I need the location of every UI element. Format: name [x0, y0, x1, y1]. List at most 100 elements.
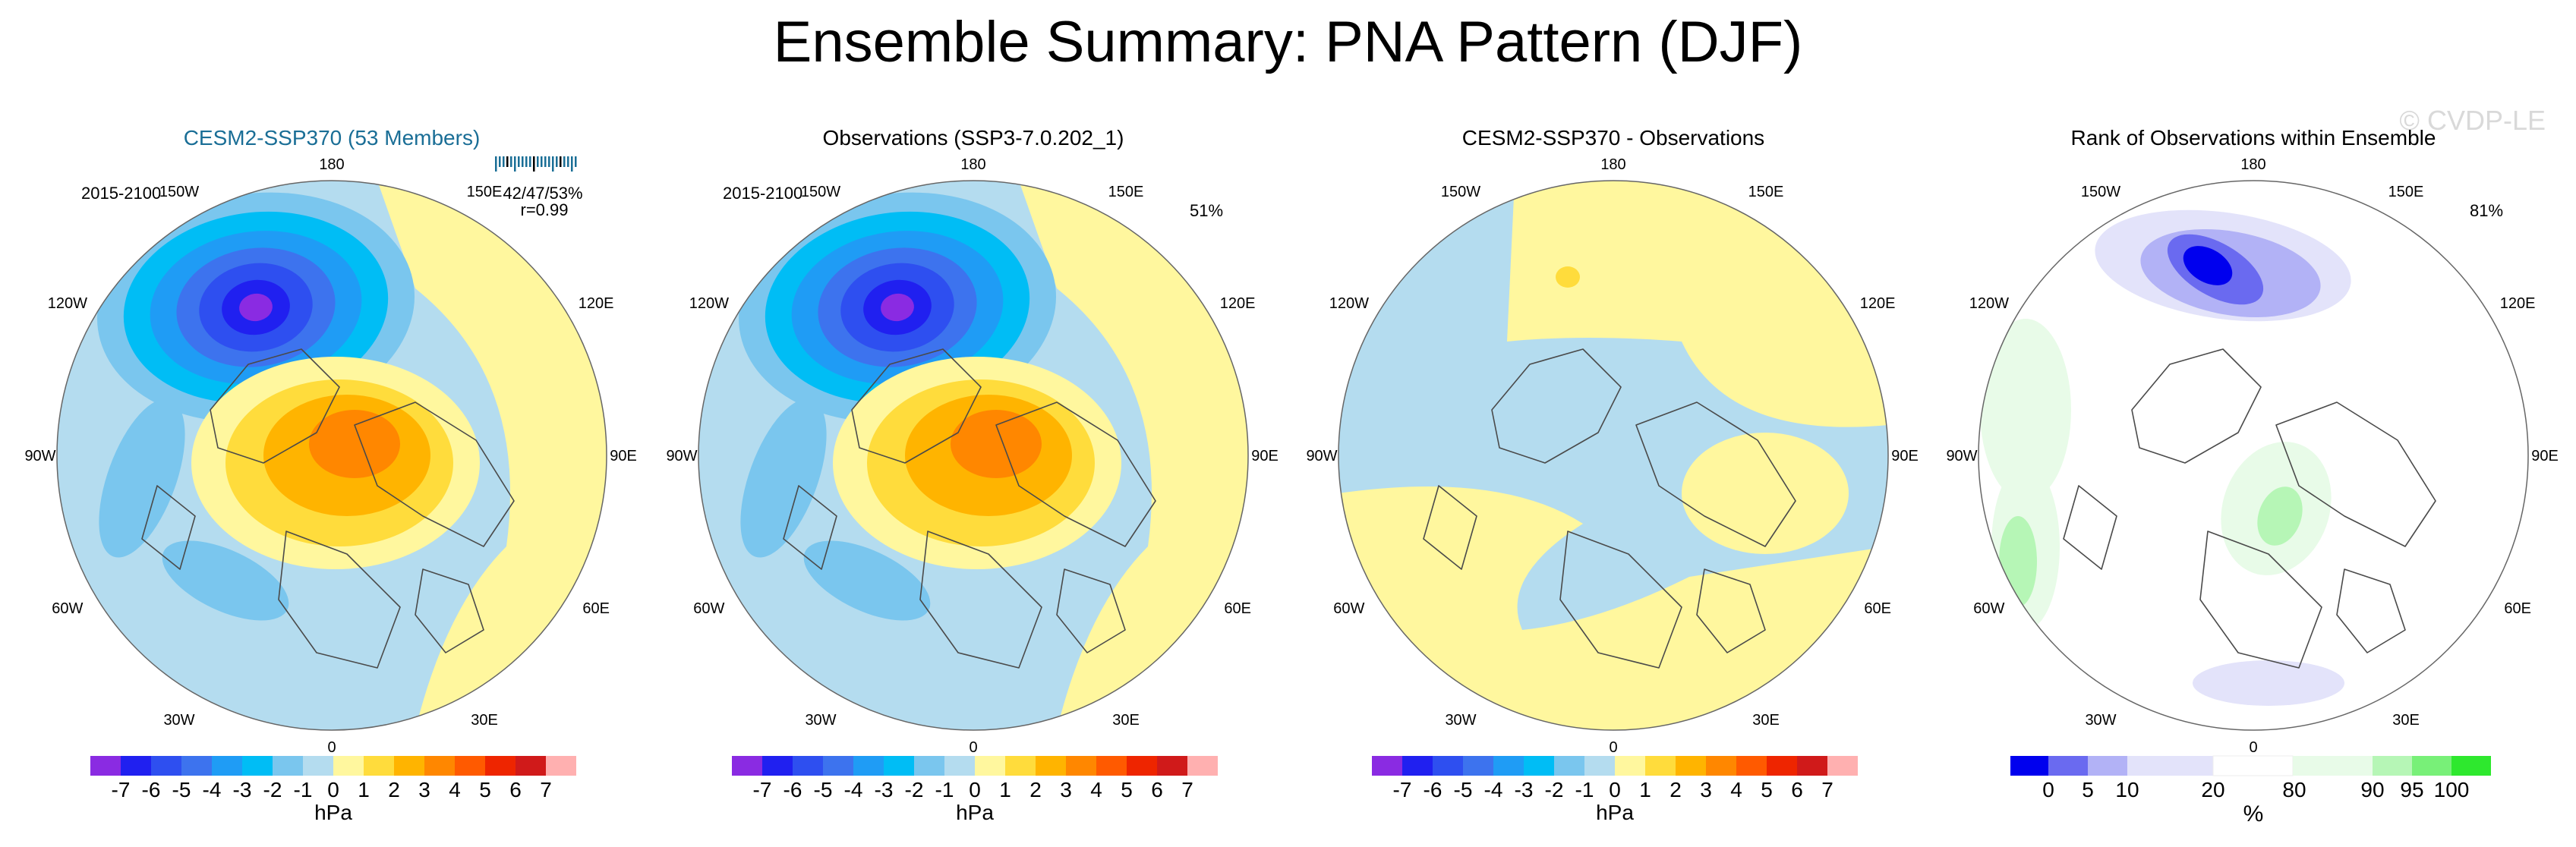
lon-label: 30E — [471, 712, 498, 729]
rank-tick — [556, 156, 558, 167]
colorbar-label: 10 — [2115, 778, 2139, 801]
lon-label: 150E — [1748, 184, 1784, 200]
coastline — [851, 348, 982, 464]
period-label: 2015-2100 — [723, 184, 802, 203]
rank-tick — [503, 156, 505, 167]
panel-3: 180 150E 120E 90E 60E 30E 0 30W 60W 90W 120W 150W CE… — [1306, 126, 1918, 824]
colorbar-label: -1 — [294, 778, 313, 801]
map-fill — [57, 181, 607, 730]
field-negative-region — [740, 398, 827, 558]
lon-label: 90E — [1251, 448, 1279, 464]
rank-tick — [537, 156, 539, 167]
lon-label: 150E — [2388, 184, 2424, 200]
pct-label: 51% — [1190, 201, 1223, 220]
rank-tick — [563, 156, 566, 167]
colorbar-label: 2 — [1670, 778, 1682, 801]
colorbar-swatch — [424, 756, 455, 776]
map-boundary — [1338, 180, 1889, 731]
field-negative-region — [99, 398, 185, 558]
lon-label: 30W — [805, 712, 836, 729]
high-contour — [951, 410, 1042, 478]
colorbar-swatch — [333, 756, 364, 776]
colorbar-swatch — [1005, 756, 1036, 776]
colorbar-swatch — [181, 756, 212, 776]
rank-tick — [522, 156, 524, 167]
coastline — [1423, 485, 1477, 570]
panel-1: 180 150E 120E 90E 60E 30E 0 30W 60W 90W 120W 150W CE… — [24, 126, 636, 824]
colorbar-label: -3 — [875, 778, 894, 801]
colorbar-swatch — [121, 756, 151, 776]
coastline — [415, 568, 484, 653]
period-label: 2015-2100 — [81, 184, 161, 203]
colorbar-swatch — [394, 756, 424, 776]
colorbar-label: 4 — [449, 778, 461, 801]
lon-label: 60E — [2504, 600, 2531, 617]
colorbar-units: hPa — [1596, 801, 1634, 824]
rank-tick — [575, 156, 577, 167]
colorbar-label: -5 — [814, 778, 833, 801]
coastline — [1491, 348, 1622, 464]
colorbar-label: -1 — [1575, 778, 1594, 801]
rank-tick — [529, 156, 531, 167]
colorbar-swatch — [1127, 756, 1157, 776]
colorbar-label: 80 — [2282, 778, 2306, 801]
colorbar-label: -4 — [203, 778, 222, 801]
map-fill — [1979, 181, 2528, 730]
rank-tick — [510, 156, 512, 167]
lon-label: 90E — [610, 448, 637, 464]
rank-tick — [571, 156, 573, 172]
field-positive-region — [1682, 433, 1849, 554]
colorbar: -7 -6 -5 -4 -3 -2 -1 0 1 2 3 4 5 6 7 hPa — [90, 756, 576, 824]
colorbar-label: -4 — [1484, 778, 1503, 801]
colorbar-swatch — [884, 756, 914, 776]
colorbar-swatch — [242, 756, 273, 776]
lon-label: 90E — [1891, 448, 1919, 464]
colorbar-label: -2 — [905, 778, 924, 801]
low-contour — [881, 293, 914, 322]
colorbar-swatch — [732, 756, 762, 776]
colorbar-label: -3 — [233, 778, 252, 801]
coastline — [278, 531, 401, 669]
colorbar-label: 3 — [1060, 778, 1072, 801]
panel-4: 180 150E 120E 90E 60E 30E 0 30W 60W 90W 120W 150W Ra… — [1946, 126, 2558, 827]
colorbar-label: 5 — [2082, 778, 2094, 801]
colorbar-swatch — [455, 756, 485, 776]
colorbar-label: 0 — [969, 778, 981, 801]
rank-tick — [518, 156, 520, 167]
lon-label: 60W — [1333, 600, 1364, 617]
colorbar-swatch — [2451, 756, 2491, 776]
map-fill — [1338, 181, 1888, 730]
rank-tick — [548, 156, 550, 167]
lon-label: 60W — [52, 600, 83, 617]
rank-tick — [541, 156, 543, 167]
rank-tick — [544, 156, 547, 167]
coastline — [995, 401, 1156, 547]
colorbar-label: 2 — [388, 778, 400, 801]
lon-label: 150E — [467, 184, 503, 200]
map-fill — [698, 181, 1248, 730]
lon-label: 180 — [1600, 156, 1625, 173]
colorbar-label: 7 — [1821, 778, 1833, 801]
colorbar-label: 5 — [479, 778, 491, 801]
colorbar-label: 6 — [509, 778, 522, 801]
colorbar-swatch — [1493, 756, 1524, 776]
rank-tick — [560, 156, 562, 167]
lon-label: 180 — [960, 156, 985, 173]
colorbar-label: -3 — [1515, 778, 1534, 801]
colorbar-label: -5 — [172, 778, 191, 801]
colorbar-label: 3 — [418, 778, 430, 801]
colorbar-label: -7 — [112, 778, 131, 801]
colorbar-units: hPa — [956, 801, 994, 824]
rank-tick — [567, 156, 569, 167]
colorbar-label: 0 — [1609, 778, 1621, 801]
colorbar-swatch — [1676, 756, 1706, 776]
coastline — [919, 531, 1042, 669]
colorbar-swatch — [1402, 756, 1433, 776]
colorbar-label: 6 — [1151, 778, 1163, 801]
colorbar-swatch — [1736, 756, 1767, 776]
colorbar-label: -6 — [1424, 778, 1442, 801]
lon-label: 150W — [1441, 184, 1480, 200]
coastline — [141, 485, 196, 570]
colorbar-swatch — [2412, 756, 2451, 776]
